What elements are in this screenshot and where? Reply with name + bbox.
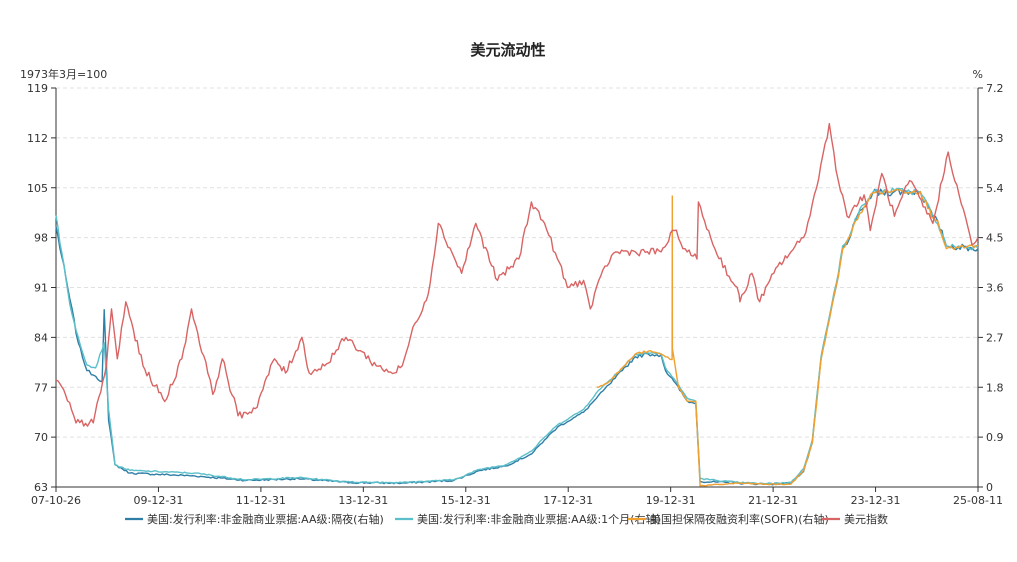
right-tick-label: 1.8: [986, 381, 1004, 394]
x-tick-label: 23-12-31: [851, 494, 901, 507]
right-tick-label: 4.5: [986, 232, 1004, 245]
left-tick-label: 70: [34, 431, 48, 444]
legend-label: 美国担保隔夜融资利率(SOFR)(右轴): [650, 512, 829, 526]
x-tick-label: 15-12-31: [441, 494, 491, 507]
x-tick-label: 11-12-31: [236, 494, 286, 507]
left-tick-label: 63: [34, 481, 48, 494]
right-tick-label: 6.3: [986, 132, 1004, 145]
legend-label: 美元指数: [844, 512, 888, 526]
x-tick-label: 17-12-31: [543, 494, 593, 507]
legend-label: 美国:发行利率:非金融商业票据:AA级:1个月(右轴): [417, 512, 661, 526]
left-axis-unit: 1973年3月=100: [20, 67, 107, 81]
right-tick-label: 2.7: [986, 331, 1004, 344]
series-line: [55, 188, 979, 486]
left-tick-label: 91: [34, 282, 48, 295]
left-tick-label: 112: [27, 132, 48, 145]
legend-label: 美国:发行利率:非金融商业票据:AA级:隔夜(右轴): [147, 512, 384, 526]
series-line: [596, 188, 979, 487]
axes: 119 7.2 112 6.3 105 5.4 98 4.5 91 3.6 84 2.7 77 1.8 70…: [27, 82, 1004, 507]
legend: 美国:发行利率:非金融商业票据:AA级:隔夜(右轴) 美国:发行利率:非金融商业票…: [125, 512, 888, 526]
left-tick-label: 98: [34, 232, 48, 245]
x-tick-label: 09-12-31: [133, 494, 183, 507]
left-tick-label: 77: [34, 381, 48, 394]
left-tick-label: 84: [34, 331, 48, 344]
right-axis-unit: %: [973, 68, 983, 81]
chart-title: 美元流动性: [470, 41, 545, 59]
series-line: [55, 122, 979, 427]
left-tick-label: 119: [27, 82, 48, 95]
right-tick-label: 5.4: [986, 182, 1004, 195]
series-lines: [55, 122, 979, 487]
series-line: [55, 187, 979, 485]
x-tick-label: 21-12-31: [748, 494, 798, 507]
right-tick-label: 0: [986, 481, 993, 494]
right-tick-label: 7.2: [986, 82, 1004, 95]
x-tick-label: 13-12-31: [338, 494, 388, 507]
x-tick-label: 07-10-26: [31, 494, 81, 507]
left-tick-label: 105: [27, 182, 48, 195]
right-tick-label: 3.6: [986, 282, 1004, 295]
x-tick-label: 25-08-11: [953, 494, 1003, 507]
x-tick-label: 19-12-31: [646, 494, 696, 507]
right-tick-label: 0.9: [986, 431, 1004, 444]
